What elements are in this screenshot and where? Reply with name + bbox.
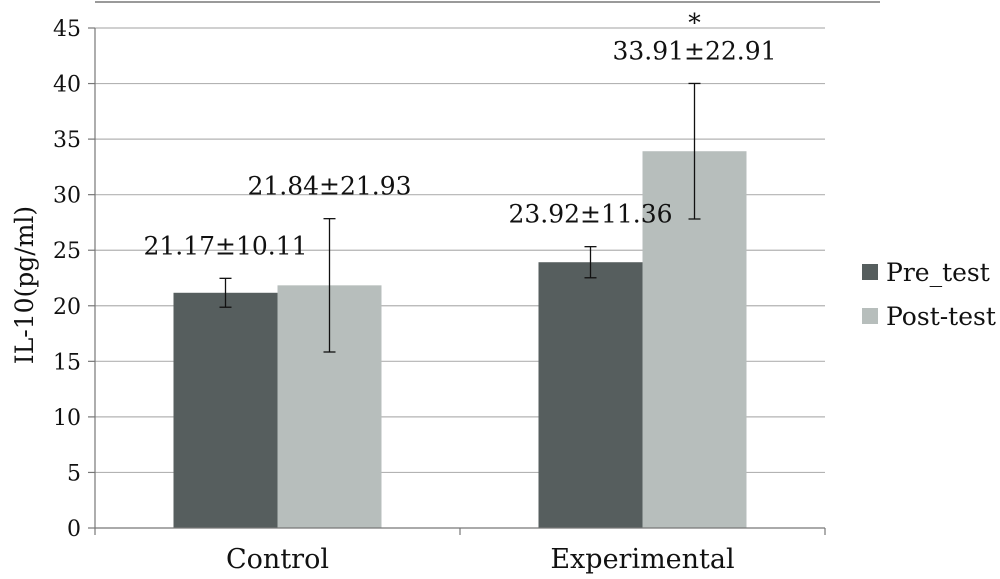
axes: 0 5 10 15 20 25 30 35 40 45 Control Experimental <box>53 17 826 575</box>
y-tick-label: 5 <box>67 461 81 486</box>
data-label: 33.91±22.91 <box>612 36 776 65</box>
data-label: 23.92±11.36 <box>508 200 672 229</box>
legend-label: Post-test <box>886 302 996 331</box>
x-category-label: Experimental <box>550 544 734 575</box>
legend-label: Pre_test <box>886 258 990 287</box>
legend: Pre_test Post-test <box>862 258 996 331</box>
y-tick-label: 10 <box>53 406 81 431</box>
y-tick-label: 45 <box>53 17 81 42</box>
legend-swatch <box>862 308 878 324</box>
y-tick-label: 0 <box>67 517 81 542</box>
y-tick-label: 40 <box>53 73 81 98</box>
y-tick-label: 25 <box>53 239 81 264</box>
error-bars <box>219 82 701 353</box>
data-label: 21.84±21.93 <box>247 172 411 201</box>
y-tick-label: 35 <box>53 128 81 153</box>
y-tick-label: 20 <box>53 295 81 320</box>
y-tick-label: 15 <box>53 350 81 375</box>
y-axis-label: IL-10(pg/ml) <box>10 206 39 364</box>
legend-swatch <box>862 264 878 280</box>
x-category-label: Control <box>226 544 329 575</box>
data-labels: 21.17±10.11 21.84±21.93 23.92±11.36 33.91±2… <box>143 8 776 260</box>
bar <box>173 292 278 528</box>
bar <box>538 262 643 528</box>
significance-marker: * <box>688 8 701 37</box>
data-label: 21.17±10.11 <box>143 231 307 260</box>
y-tick-label: 30 <box>53 184 81 209</box>
